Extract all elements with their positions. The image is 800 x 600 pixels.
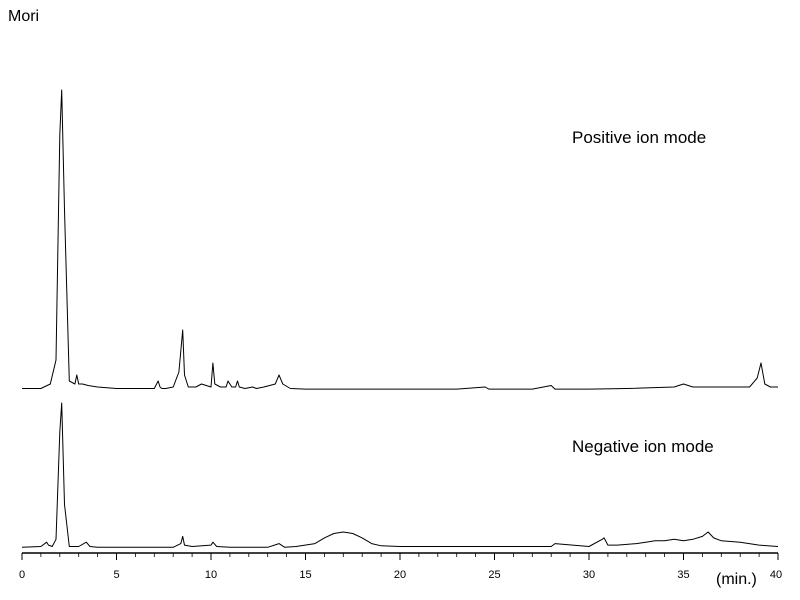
x-ticks-group: 0 5 10 15 20 25 30 35 40 bbox=[19, 553, 782, 581]
traces-group bbox=[21, 89, 779, 548]
x-axis-label: (min.) bbox=[716, 571, 757, 588]
series-line-negative bbox=[21, 402, 779, 548]
x-tick-label: 0 bbox=[19, 569, 25, 581]
x-tick-label: 35 bbox=[677, 569, 689, 581]
x-tick-label: 25 bbox=[488, 569, 500, 581]
negative-mode-label: Negative ion mode bbox=[572, 437, 714, 456]
x-tick-label: 40 bbox=[770, 569, 782, 581]
x-tick-label: 10 bbox=[205, 569, 217, 581]
x-tick-label: 30 bbox=[583, 569, 595, 581]
page-title: Mori bbox=[8, 8, 40, 25]
x-tick-label: 5 bbox=[113, 569, 119, 581]
series-line-positive bbox=[22, 89, 778, 390]
x-tick-label: 15 bbox=[299, 569, 311, 581]
positive-mode-label: Positive ion mode bbox=[572, 128, 707, 147]
x-tick-label: 20 bbox=[394, 569, 406, 581]
